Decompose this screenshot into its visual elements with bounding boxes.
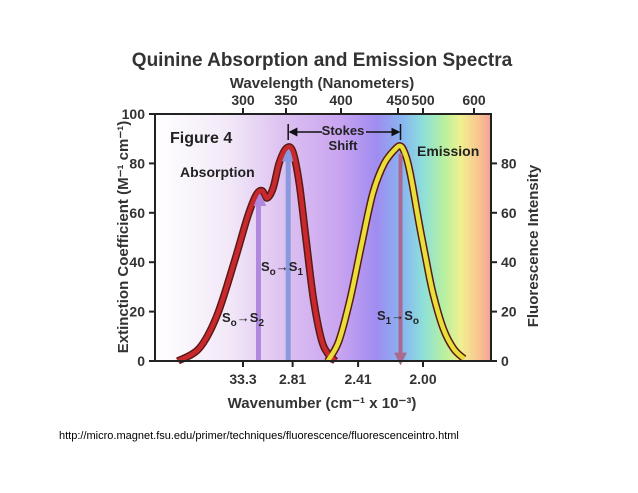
curve-layer	[176, 143, 466, 364]
s0-s2-arrow: →	[237, 310, 250, 325]
figure-label: Figure 4	[170, 130, 232, 147]
s1-s0-a: S	[377, 308, 386, 323]
plot-background	[155, 114, 491, 361]
left-axis-title: Extinction Coefficient (M⁻¹ cm⁻¹)	[115, 121, 132, 354]
left-tick-label: 40	[129, 254, 145, 270]
s1-s0-label: S1→So	[377, 308, 419, 327]
left-tick-label: 80	[129, 155, 145, 171]
s1-s0-a-sub: 1	[386, 316, 392, 327]
s0-s1-arrow: →	[276, 259, 289, 274]
s0-s1-b-sub: 1	[297, 267, 303, 278]
s0-s1-a-sub: o	[270, 267, 276, 278]
top-tick-label: 300	[231, 92, 255, 108]
right-tick-label: 0	[501, 353, 509, 369]
s1-s0-b: S	[404, 308, 413, 323]
top-axis-title: Wavelength (Nanometers)	[230, 75, 414, 92]
right-axis-title: Fluorescence Intensity	[525, 164, 542, 327]
left-tick-label: 60	[129, 205, 145, 221]
axis-ticks: 0 20 40 60 80 100 0 20 40 60 80 300 350 400 450 500 600 3…	[122, 92, 517, 387]
chart-title: Quinine Absorption and Emission Spectra	[132, 50, 513, 71]
s0-s1-b: S	[289, 259, 298, 274]
s0-s1-a: S	[261, 259, 270, 274]
emission-label: Emission	[417, 143, 479, 159]
top-tick-label: 400	[329, 92, 353, 108]
plot-frame	[154, 113, 492, 362]
left-tick-label: 20	[129, 304, 145, 320]
s1-s0-arrow: →	[391, 308, 404, 323]
right-tick-label: 80	[501, 155, 517, 171]
left-tick-label: 0	[137, 353, 145, 369]
bottom-tick-label: 2.00	[409, 371, 436, 387]
stokes-label-line1: Stokes	[322, 123, 365, 138]
s0-s2-a: S	[222, 310, 231, 325]
s0-s1-label: So→S1	[261, 259, 303, 278]
absorption-label: Absorption	[180, 164, 255, 180]
top-tick-label: 500	[411, 92, 435, 108]
s1-s0-b-sub: o	[413, 316, 419, 327]
top-tick-label: 600	[462, 92, 486, 108]
transition-arrows	[250, 124, 407, 366]
bottom-tick-label: 2.41	[344, 371, 371, 387]
right-tick-label: 20	[501, 304, 517, 320]
s0-s2-b: S	[250, 310, 259, 325]
stokes-label-line2: Shift	[329, 138, 359, 153]
bottom-tick-label: 2.81	[279, 371, 306, 387]
left-tick-label: 100	[122, 106, 146, 122]
s0-s2-b-sub: 2	[258, 318, 264, 329]
absorption-curve	[176, 144, 338, 364]
emission-curve	[325, 143, 466, 363]
source-url: http://micro.magnet.fsu.edu/primer/techn…	[59, 430, 459, 442]
bottom-tick-label: 33.3	[229, 371, 256, 387]
right-tick-label: 60	[501, 205, 517, 221]
top-tick-label: 350	[274, 92, 298, 108]
right-tick-label: 40	[501, 254, 517, 270]
top-tick-label: 450	[386, 92, 410, 108]
s0-s2-a-sub: o	[231, 318, 237, 329]
s0-s2-label: So→S2	[222, 310, 264, 329]
bottom-axis-title: Wavenumber (cm⁻¹ x 10⁻³)	[228, 395, 417, 412]
